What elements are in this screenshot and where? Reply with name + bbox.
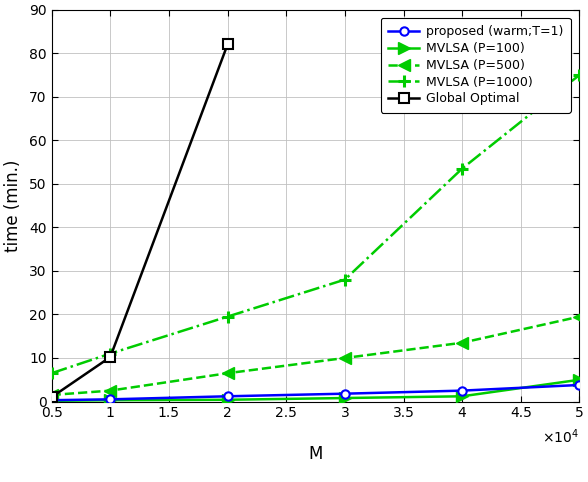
MVLSA (P=500) — [224, 370, 231, 376]
proposed (warm;T=1) — [106, 396, 113, 402]
Global Optimal — [106, 354, 113, 360]
MVLSA (P=100) — [106, 397, 113, 403]
Legend: proposed (warm;T=1), MVLSA (P=100), MVLSA (P=500), MVLSA (P=1000), Global Optima: proposed (warm;T=1), MVLSA (P=100), MVLS… — [380, 18, 570, 113]
MVLSA (P=500) — [341, 355, 348, 361]
MVLSA (P=100) — [48, 398, 55, 404]
Line: MVLSA (P=100): MVLSA (P=100) — [46, 374, 585, 406]
MVLSA (P=500) — [106, 388, 113, 393]
Global Optimal — [48, 394, 55, 400]
MVLSA (P=1000) — [224, 314, 231, 320]
MVLSA (P=100) — [459, 393, 466, 399]
Line: MVLSA (P=500): MVLSA (P=500) — [46, 311, 585, 401]
MVLSA (P=1000) — [459, 166, 466, 172]
X-axis label: M: M — [308, 445, 323, 463]
Line: proposed (warm;T=1): proposed (warm;T=1) — [48, 381, 584, 404]
MVLSA (P=100) — [341, 395, 348, 401]
MVLSA (P=1000) — [106, 351, 113, 357]
Line: Global Optimal: Global Optimal — [46, 40, 232, 402]
MVLSA (P=1000) — [48, 370, 55, 376]
MVLSA (P=1000) — [341, 277, 348, 282]
MVLSA (P=500) — [48, 392, 55, 398]
proposed (warm;T=1) — [48, 397, 55, 403]
Text: $\times10^4$: $\times10^4$ — [543, 427, 579, 445]
proposed (warm;T=1) — [341, 391, 348, 397]
Line: MVLSA (P=1000): MVLSA (P=1000) — [45, 69, 586, 379]
Global Optimal — [224, 41, 231, 47]
MVLSA (P=1000) — [576, 72, 583, 78]
MVLSA (P=100) — [576, 377, 583, 383]
MVLSA (P=500) — [459, 340, 466, 346]
proposed (warm;T=1) — [459, 388, 466, 393]
Y-axis label: time (min.): time (min.) — [4, 160, 22, 252]
proposed (warm;T=1) — [576, 382, 583, 388]
proposed (warm;T=1) — [224, 393, 231, 399]
MVLSA (P=500) — [576, 314, 583, 320]
MVLSA (P=100) — [224, 397, 231, 402]
